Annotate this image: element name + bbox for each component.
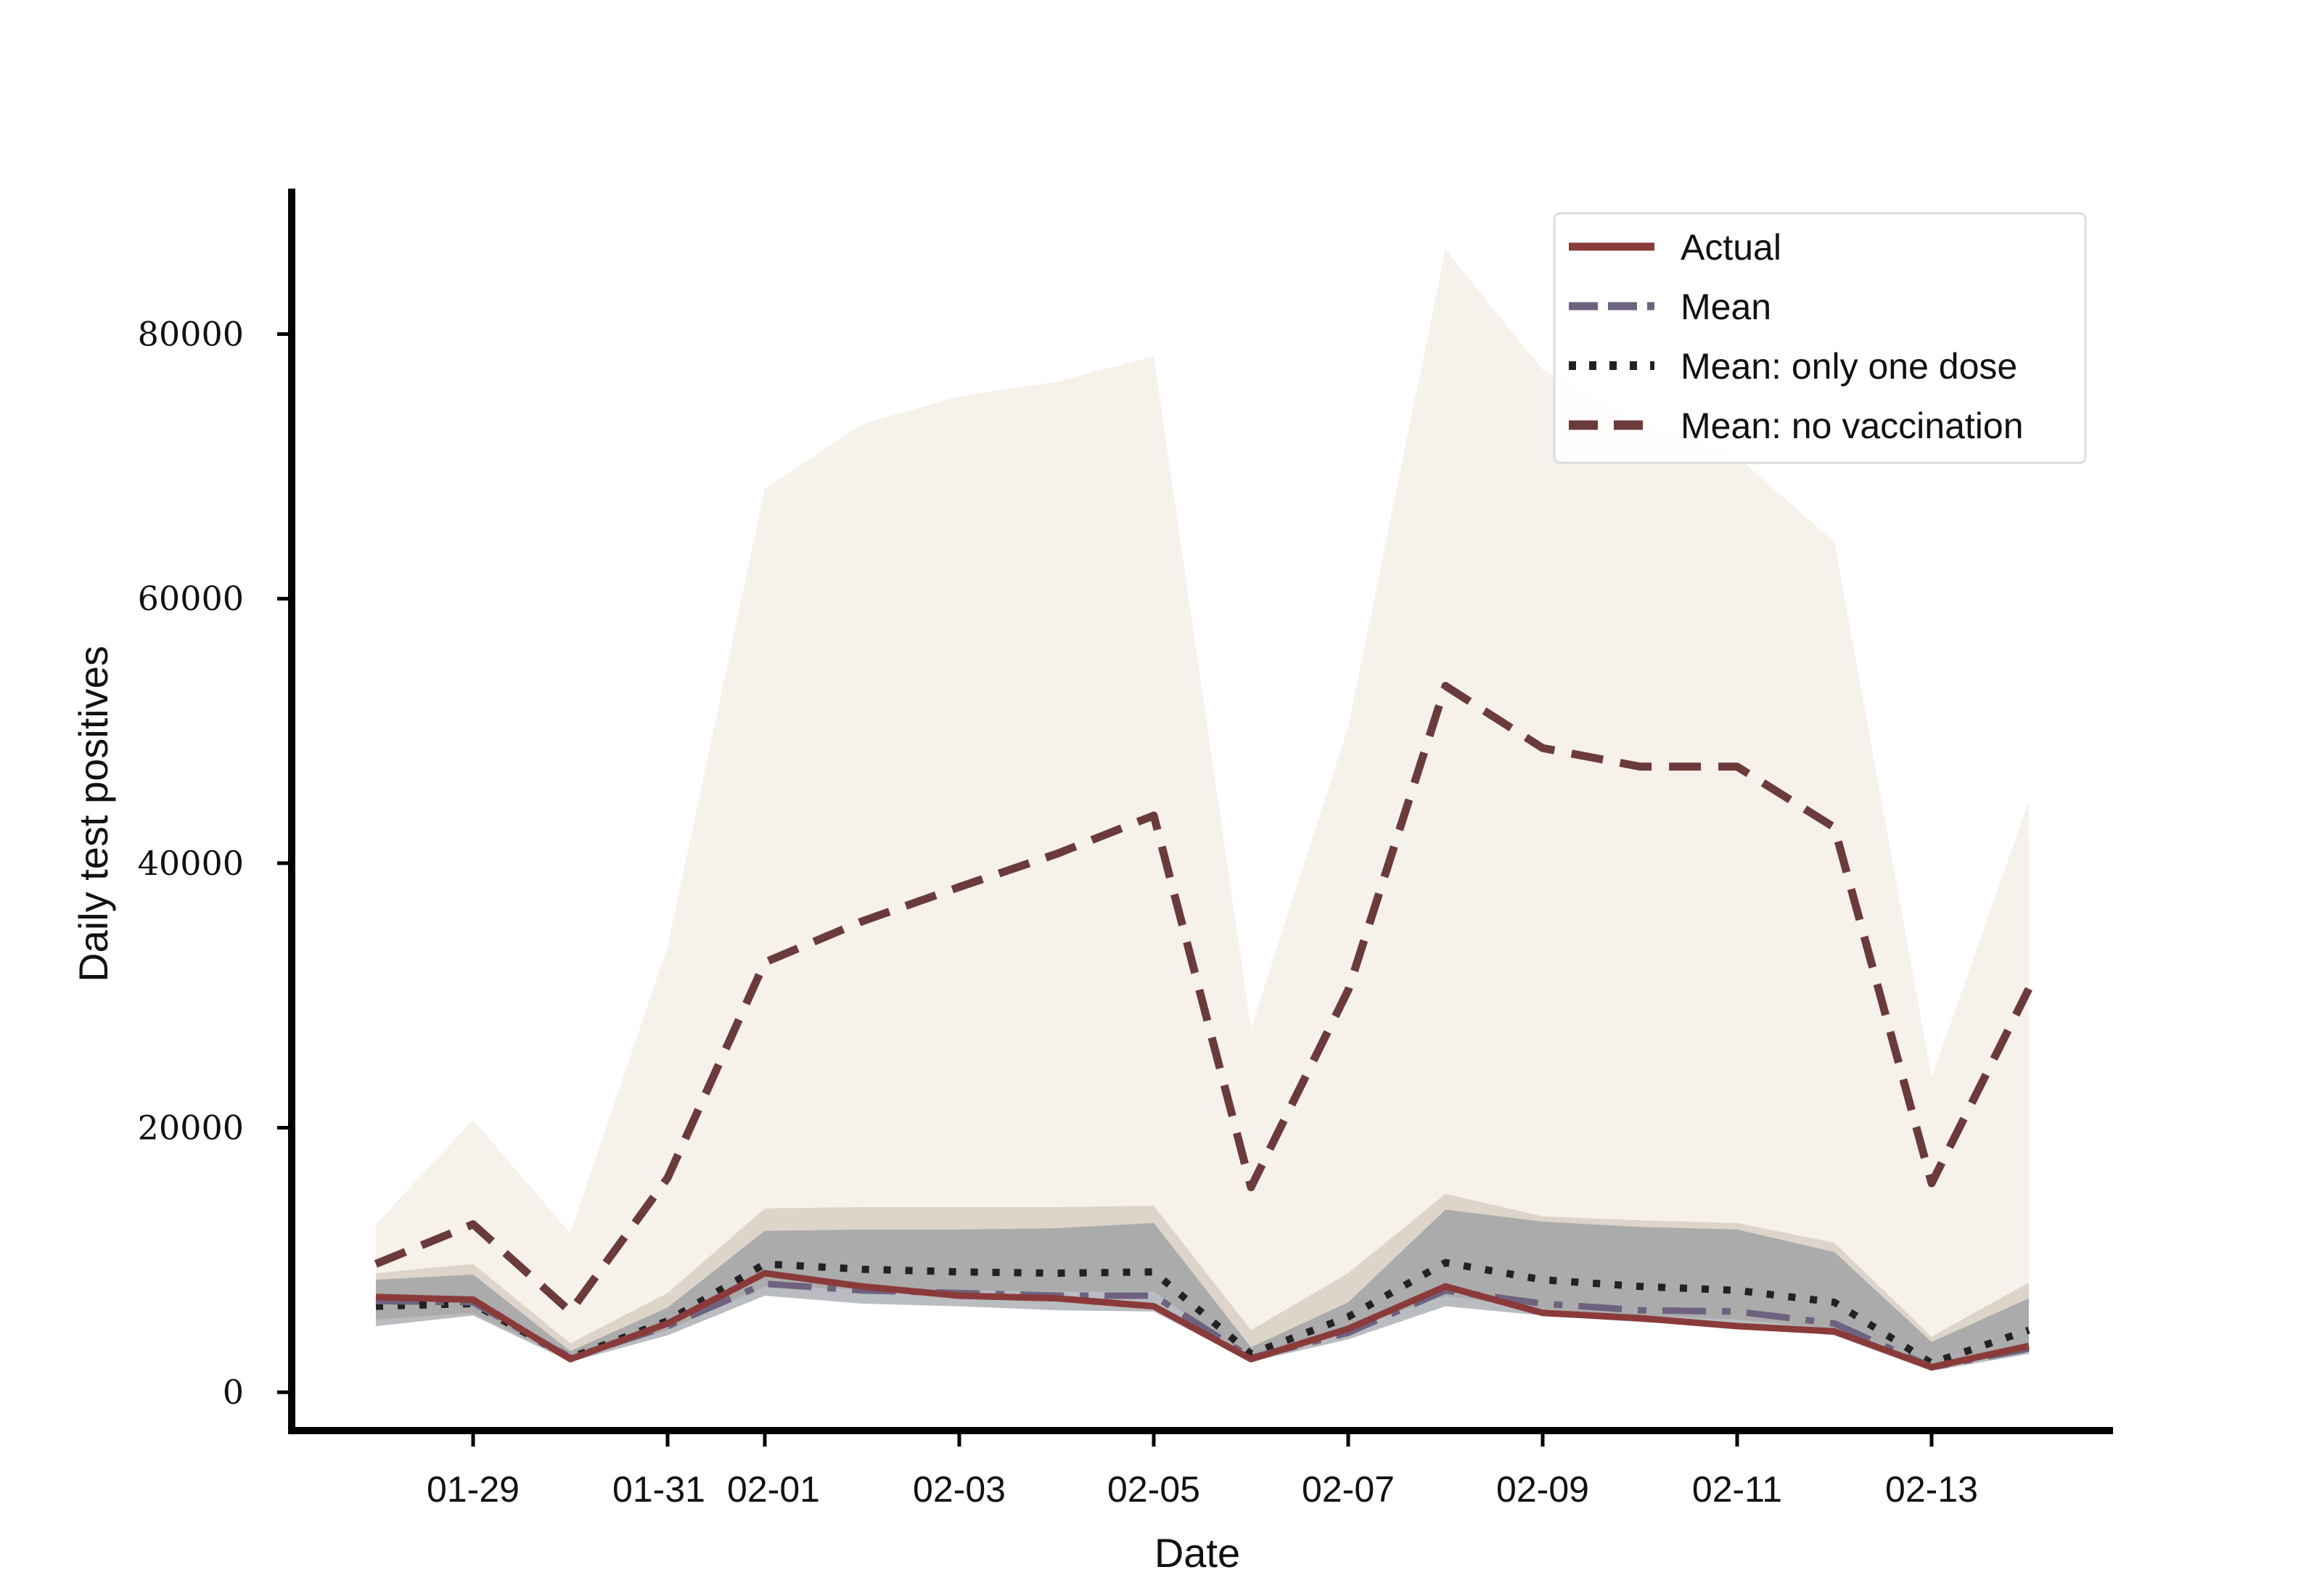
series-line-mean-no-vaccination bbox=[374, 682, 2032, 1316]
legend-label-actual: Actual bbox=[1681, 227, 1781, 268]
y-ticks: 0 20000 40000 60000 80000 bbox=[138, 315, 292, 1412]
legend-label-mean-no-vaccination: Mean: no vaccination bbox=[1681, 406, 2024, 446]
series-lines bbox=[374, 682, 2032, 1370]
y-tick-label: 0 bbox=[223, 1373, 244, 1412]
x-tick-label: 02-05 bbox=[1107, 1469, 1200, 1510]
x-axis-label: Date bbox=[1154, 1530, 1240, 1576]
x-tick-label: 02-09 bbox=[1496, 1469, 1589, 1510]
y-axis-label: Daily test positives bbox=[70, 646, 116, 982]
band-mean-no-vaccination bbox=[376, 249, 2029, 1344]
x-tick-label: 01-31 bbox=[612, 1469, 705, 1510]
y-tick-label: 20000 bbox=[138, 1108, 244, 1147]
legend: Actual Mean Mean: only one dose Mean: no va… bbox=[1553, 212, 2087, 464]
x-tick-label: 02-07 bbox=[1302, 1469, 1395, 1510]
legend-label-mean-only-one-dose: Mean: only one dose bbox=[1681, 346, 2017, 387]
x-ticks: 01-29 01-31 02-01 02-03 02-05 02-07 02-09 02-11… bbox=[427, 1431, 1978, 1510]
axes bbox=[288, 189, 2113, 1434]
x-tick-label: 02-01 bbox=[727, 1469, 820, 1510]
y-tick-label: 40000 bbox=[138, 844, 244, 883]
x-tick-label: 02-11 bbox=[1692, 1469, 1782, 1510]
series-line-actual bbox=[375, 1270, 2030, 1370]
x-tick-label: 01-29 bbox=[427, 1469, 520, 1510]
x-tick-label: 02-13 bbox=[1885, 1469, 1978, 1510]
x-tick-label: 02-03 bbox=[913, 1469, 1006, 1510]
confidence-bands bbox=[376, 249, 2029, 1371]
y-tick-label: 60000 bbox=[138, 579, 244, 618]
band-mean bbox=[376, 1209, 2029, 1371]
legend-box bbox=[1553, 212, 2087, 464]
y-tick-label: 80000 bbox=[138, 315, 244, 354]
legend-label-mean: Mean bbox=[1681, 287, 1771, 327]
